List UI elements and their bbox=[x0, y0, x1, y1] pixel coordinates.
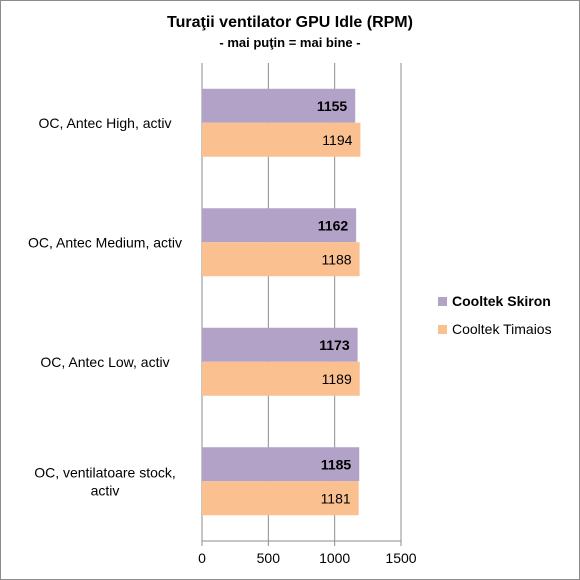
bar-skiron bbox=[202, 208, 357, 243]
chart-title: Turaţii ventilator GPU Idle (RPM) bbox=[167, 14, 413, 31]
bar-value-label: 1189 bbox=[322, 371, 352, 387]
legend-swatch bbox=[438, 325, 447, 334]
x-tick-label: 1000 bbox=[319, 550, 350, 566]
category-label: OC, Antec Low, activ bbox=[40, 354, 169, 370]
category-label: OC, Antec Medium, activ bbox=[28, 234, 182, 250]
x-tick-label: 1500 bbox=[385, 550, 416, 566]
bar-value-label: 1185 bbox=[321, 456, 352, 472]
category-label: OC, Antec High, activ bbox=[38, 115, 171, 131]
category-label: activ bbox=[91, 482, 120, 498]
x-tick-label: 0 bbox=[198, 550, 206, 566]
bar-timaios bbox=[202, 122, 361, 157]
legend-swatch bbox=[438, 297, 447, 306]
category-labels: OC, Antec High, activ OC, Antec Medium, a… bbox=[28, 115, 182, 499]
x-axis-ticks: 0 500 1000 1500 bbox=[198, 541, 417, 566]
bar-skiron bbox=[202, 447, 360, 482]
bar-value-label: 1194 bbox=[322, 132, 352, 148]
bar-skiron bbox=[202, 88, 356, 123]
bar-value-label: 1162 bbox=[318, 217, 349, 233]
bar-timaios bbox=[202, 361, 360, 396]
bar-value-label: 1155 bbox=[317, 98, 348, 114]
bar-value-label: 1188 bbox=[321, 251, 351, 267]
bars: 1155 1194 1162 1188 1173 1189 1185 1181 bbox=[202, 88, 361, 516]
category-label: OC, ventilatoare stock, bbox=[34, 464, 176, 480]
bar-value-label: 1173 bbox=[319, 337, 350, 353]
bar-value-label: 1181 bbox=[321, 490, 351, 506]
legend-label: Cooltek Timaios bbox=[452, 321, 552, 337]
bar-timaios bbox=[202, 481, 359, 516]
legend-label: Cooltek Skiron bbox=[452, 293, 551, 309]
chart-subtitle: - mai puţin = mai bine - bbox=[219, 35, 360, 50]
x-tick-label: 500 bbox=[257, 550, 281, 566]
bar-timaios bbox=[202, 242, 360, 277]
bar-skiron bbox=[202, 327, 358, 362]
legend: Cooltek Skiron Cooltek Timaios bbox=[438, 293, 552, 337]
